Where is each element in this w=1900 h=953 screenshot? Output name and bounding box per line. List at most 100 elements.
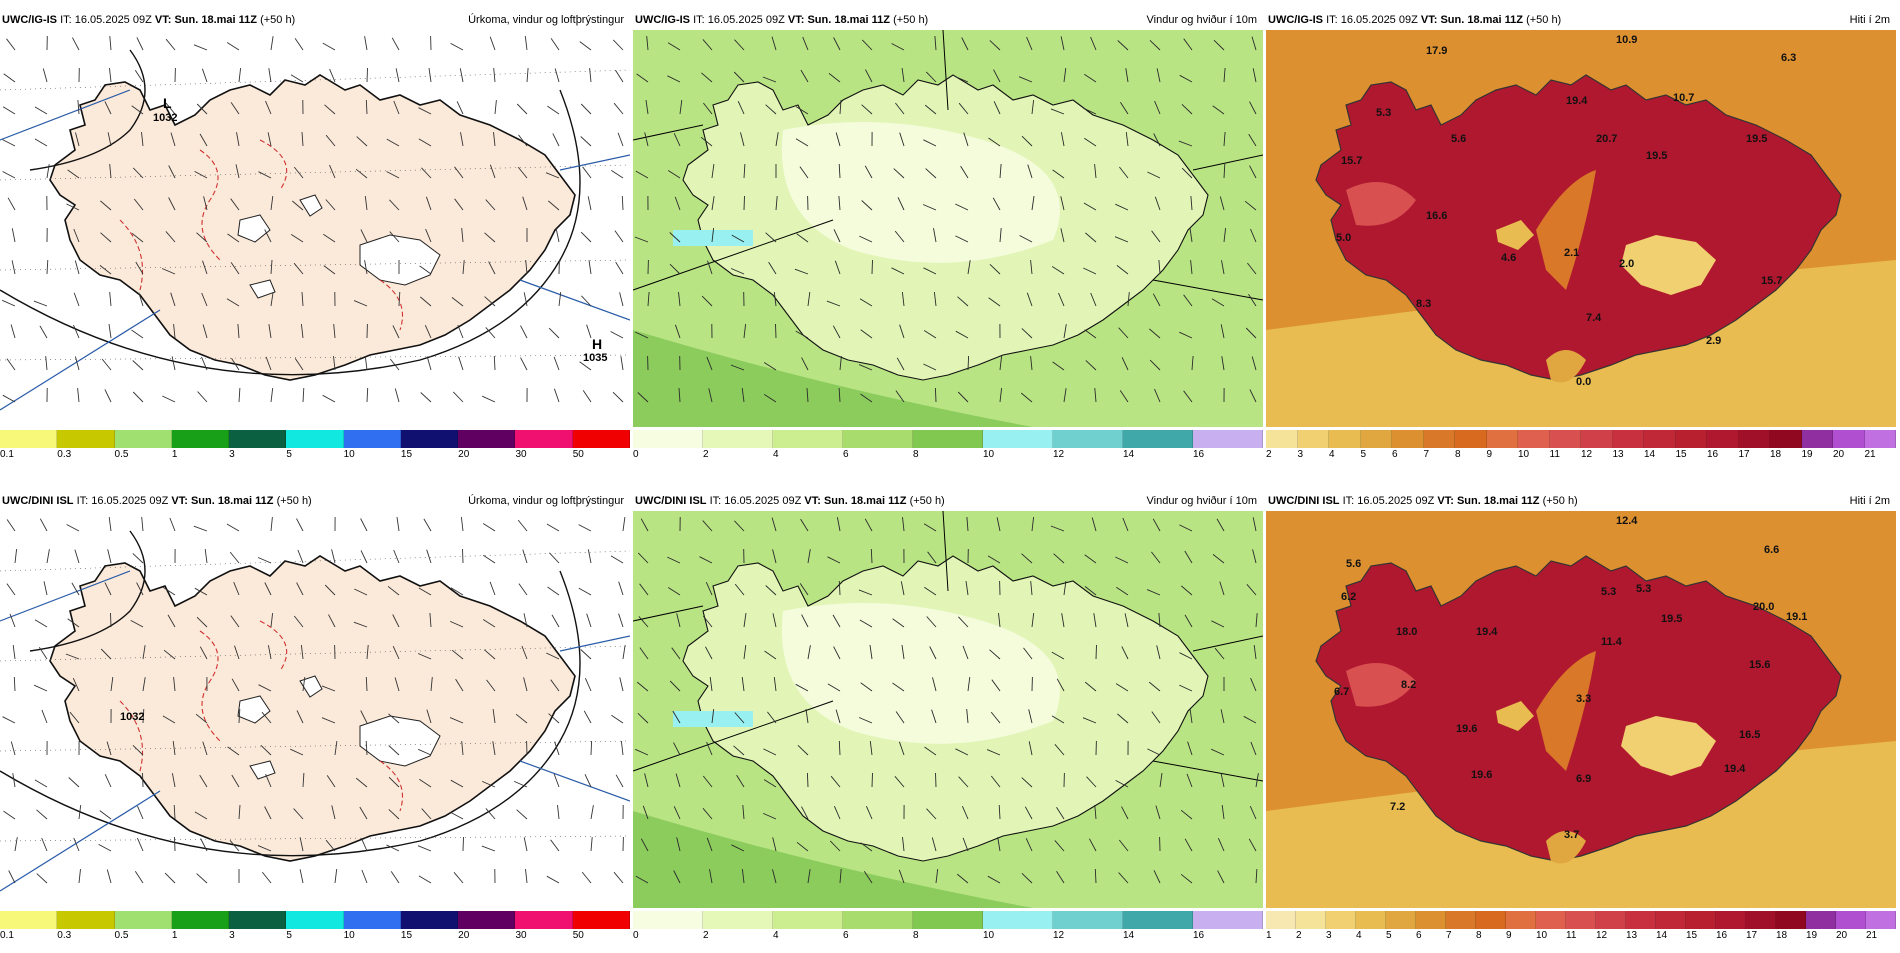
legend-color-cell [57,430,114,448]
legend-color-cell [1386,911,1416,929]
legend-color-cell [0,430,57,448]
legend-tick-label: 8 [1476,930,1482,941]
legend-tick-label: 10 [1518,449,1529,460]
color-legend-bar [0,430,630,448]
legend-color-cell [573,430,630,448]
legend-color-cell [57,911,114,929]
temperature-label: 3.3 [1576,693,1591,705]
temperature-label: 19.4 [1566,95,1587,107]
legend-tick-label: 8 [913,930,919,941]
legend-color-cell [1506,911,1536,929]
legend-tick-label: 9 [1487,449,1493,460]
valid-time-value: Sun. 18.mai 11Z [191,495,274,507]
legend-tick-label: 16 [1193,449,1204,460]
panel-title: Úrkoma, vindur og loftþrýstingur [468,493,624,509]
legend-color-cell [286,430,343,448]
legend-tick-label: 4 [1356,930,1362,941]
panel-title: Vindur og hviður í 10m [1147,12,1257,28]
legend-color-cell [1193,911,1263,929]
temperature-label: 15.6 [1749,659,1770,671]
legend-tick-label: 12 [1581,449,1592,460]
wind-map [633,30,1263,427]
temperature-label: 11.4 [1601,636,1622,648]
legend-color-cell [1518,430,1550,448]
temperature-label: 0.0 [1576,376,1591,388]
temperature-label: 16.6 [1426,210,1447,222]
legend-tick-label: 10 [983,930,994,941]
panel-title: Vindur og hviður í 10m [1147,493,1257,509]
legend-tick-label: 20 [458,930,469,941]
legend-tick-label: 0 [633,930,639,941]
legend-color-cell [1566,911,1596,929]
color-legend-bar [633,430,1263,448]
legend-color-cell [573,911,630,929]
valid-time-label: VT: [804,495,821,507]
legend-tick-label: 0.5 [115,930,129,941]
legend-tick-label: 14 [1123,930,1134,941]
lead-time: (+50 h) [910,495,945,507]
legend-color-cell [983,911,1053,929]
temperature-label: 6.3 [1781,52,1796,64]
legend-tick-label: 14 [1656,930,1667,941]
legend-tick-label: 0.1 [0,449,14,460]
legend-tick-label: 6 [1392,449,1398,460]
legend-color-cell [1613,430,1645,448]
legend-color-cell [1487,430,1519,448]
legend-tick-label: 18 [1776,930,1787,941]
model-name: UWC/DINI ISL [1268,495,1340,507]
legend-color-cell [1581,430,1613,448]
legend-color-cell [172,430,229,448]
legend-tick-label: 4 [773,930,779,941]
legend-tick-label: 19 [1806,930,1817,941]
legend-tick-label: 20 [1836,930,1847,941]
temperature-label: 6.2 [1341,591,1356,603]
temp-map [1266,30,1896,427]
temperature-label: 6.6 [1764,544,1779,556]
color-legend-bar [0,911,630,929]
legend-tick-label: 3 [1326,930,1332,941]
temperature-label: 19.5 [1661,613,1682,625]
init-time-label: IT: [77,495,89,507]
legend-color-cell [1806,911,1836,929]
legend-color-cell [1550,430,1582,448]
legend-color-cell [229,911,286,929]
temperature-label: 19.6 [1471,769,1492,781]
legend-tick-label: 10 [1536,930,1547,941]
legend-tick-label: 18 [1770,449,1781,460]
forecast-panel-precip: UWC/DINI ISL IT: 16.05.2025 09Z VT: Sun.… [0,493,630,953]
init-time-value: 16.05.2025 09Z [708,14,785,26]
legend-color-cell [229,430,286,448]
legend-color-cell [1361,430,1393,448]
pressure-label: 1032 [153,112,177,124]
temperature-label: 19.1 [1786,611,1807,623]
legend-color-cell [115,911,172,929]
map-area: 1032 [0,511,630,908]
legend-color-cell [1053,911,1123,929]
legend-color-cell [1802,430,1834,448]
legend-color-cell [401,911,458,929]
temp-map [1266,511,1896,908]
legend-tick-label: 21 [1866,930,1877,941]
legend-color-cell [1833,430,1865,448]
panel-header: UWC/IG-IS IT: 16.05.2025 09Z VT: Sun. 18… [633,12,1263,28]
legend-color-cell [773,430,843,448]
forecast-panel-precip: UWC/IG-IS IT: 16.05.2025 09Z VT: Sun. 18… [0,12,630,472]
legend-tick-label: 2 [1296,930,1302,941]
lead-time: (+50 h) [1543,495,1578,507]
panel-header: UWC/IG-IS IT: 16.05.2025 09Z VT: Sun. 18… [1266,12,1896,28]
legend-color-cell [1536,911,1566,929]
temperature-label: 8.2 [1401,679,1416,691]
legend-tick-label: 4 [773,449,779,460]
temperature-label: 12.4 [1616,515,1637,527]
legend-color-cell [458,430,515,448]
legend-color-cell [633,430,703,448]
panel-header: UWC/DINI ISL IT: 16.05.2025 09Z VT: Sun.… [0,493,630,509]
temperature-label: 2.0 [1619,258,1634,270]
model-name: UWC/IG-IS [2,14,57,26]
legend-tick-label: 6 [1416,930,1422,941]
panel-header: UWC/IG-IS IT: 16.05.2025 09Z VT: Sun. 18… [0,12,630,28]
temperature-label: 6.7 [1334,686,1349,698]
temperature-label: 19.5 [1646,150,1667,162]
